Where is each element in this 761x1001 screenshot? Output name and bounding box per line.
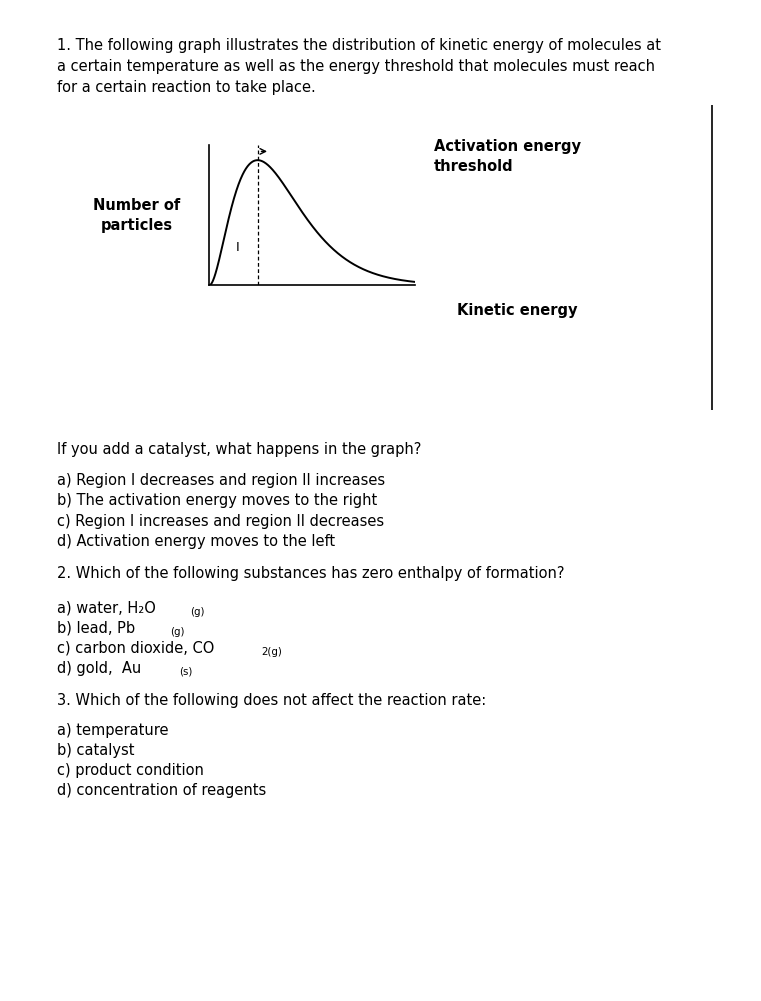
Text: c) Region I increases and region II decreases: c) Region I increases and region II decr… [57,514,384,529]
Text: 1. The following graph illustrates the distribution of kinetic energy of molecul: 1. The following graph illustrates the d… [57,38,661,95]
Text: Number of
particles: Number of particles [94,198,180,232]
Text: 3. Which of the following does not affect the reaction rate:: 3. Which of the following does not affec… [57,693,486,708]
Text: a) temperature: a) temperature [57,723,169,738]
Text: I: I [236,241,240,254]
Text: c) product condition: c) product condition [57,763,204,778]
Text: d) Activation energy moves to the left: d) Activation energy moves to the left [57,534,335,549]
Text: a) water, H₂O: a) water, H₂O [57,601,156,616]
Text: Kinetic energy: Kinetic energy [457,303,578,318]
Text: Activation energy
threshold: Activation energy threshold [434,139,581,174]
Text: 2. Which of the following substances has zero enthalpy of formation?: 2. Which of the following substances has… [57,566,565,581]
Text: 2(g): 2(g) [261,647,282,657]
Text: b) catalyst: b) catalyst [57,743,135,758]
Text: b) The activation energy moves to the right: b) The activation energy moves to the ri… [57,493,377,509]
Text: (g): (g) [190,607,205,617]
Text: c) carbon dioxide, CO: c) carbon dioxide, CO [57,641,215,656]
Text: If you add a catalyst, what happens in the graph?: If you add a catalyst, what happens in t… [57,442,422,457]
Text: d) concentration of reagents: d) concentration of reagents [57,783,266,798]
Text: b) lead, Pb: b) lead, Pb [57,621,135,636]
Text: a) Region I decreases and region II increases: a) Region I decreases and region II incr… [57,473,385,488]
Text: (g): (g) [170,627,184,637]
Text: d) gold,  Au: d) gold, Au [57,661,142,676]
Text: (s): (s) [179,667,193,677]
